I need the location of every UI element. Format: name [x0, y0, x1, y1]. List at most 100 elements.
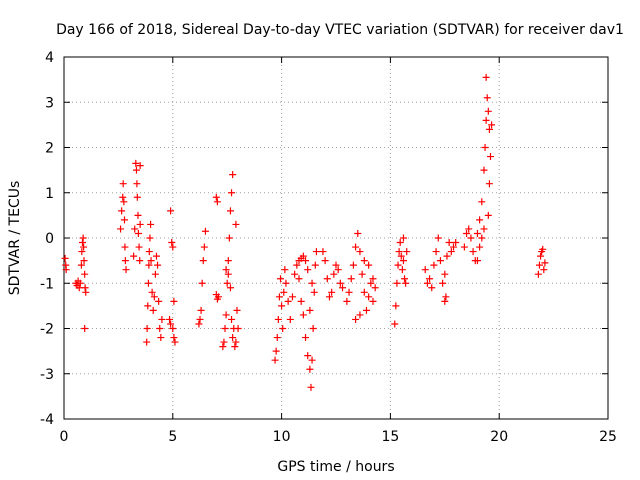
x-tick-label: 25 — [599, 429, 617, 445]
data-point — [119, 193, 127, 201]
data-point — [473, 257, 481, 265]
x-tick-label: 0 — [60, 429, 69, 445]
data-point — [145, 248, 153, 256]
data-point — [62, 266, 70, 274]
data-point — [306, 306, 314, 314]
data-point — [347, 275, 355, 283]
data-point — [168, 239, 176, 247]
y-tick-label: -2 — [40, 322, 54, 338]
data-point — [152, 252, 160, 260]
data-point — [130, 252, 138, 260]
data-point — [426, 275, 434, 283]
data-point — [397, 252, 405, 260]
x-tick-label: 15 — [381, 429, 399, 445]
x-tick-label: 5 — [168, 429, 177, 445]
chart-title: Day 166 of 2018, Sidereal Day-to-day VTE… — [56, 22, 624, 38]
data-point — [439, 279, 447, 287]
data-point — [120, 216, 128, 224]
x-tick-label: 10 — [273, 429, 291, 445]
data-point — [321, 257, 329, 265]
data-point — [233, 306, 241, 314]
y-axis-title: SDTVAR / TECUs — [7, 181, 23, 296]
data-point — [166, 315, 174, 323]
data-point — [403, 248, 411, 256]
data-point — [428, 284, 436, 292]
data-point — [133, 193, 141, 201]
data-point — [154, 261, 162, 269]
data-point — [334, 266, 342, 274]
data-point — [136, 162, 144, 170]
data-points — [61, 73, 549, 391]
data-point — [432, 248, 440, 256]
data-point — [197, 306, 205, 314]
data-point — [452, 239, 460, 247]
data-point — [488, 121, 496, 129]
data-point — [476, 243, 484, 251]
data-point — [278, 302, 286, 310]
data-point — [360, 288, 368, 296]
data-point — [224, 270, 232, 278]
data-point — [396, 239, 404, 247]
data-point — [282, 279, 290, 287]
data-point — [121, 243, 129, 251]
y-tick-label: -1 — [40, 276, 54, 292]
data-point — [201, 227, 209, 235]
data-point — [436, 257, 444, 265]
data-point — [307, 383, 315, 391]
data-point — [434, 234, 442, 242]
data-point — [395, 248, 403, 256]
data-point — [288, 293, 296, 301]
data-point — [284, 297, 292, 305]
data-point — [480, 166, 488, 174]
data-point — [272, 347, 280, 355]
data-point — [134, 211, 142, 219]
data-point — [441, 297, 449, 305]
data-point — [332, 261, 340, 269]
data-point — [447, 248, 455, 256]
data-point — [199, 257, 207, 265]
x-axis-title: GPS time / hours — [277, 459, 394, 475]
data-point — [77, 261, 85, 269]
data-point — [274, 315, 282, 323]
data-point — [539, 245, 547, 253]
data-point — [356, 311, 364, 319]
data-point — [273, 334, 281, 342]
data-point — [535, 261, 543, 269]
data-point — [81, 270, 89, 278]
data-point — [200, 243, 208, 251]
x-tick-label: 20 — [490, 429, 508, 445]
data-point — [481, 144, 489, 151]
data-point — [147, 257, 155, 265]
data-point — [229, 171, 237, 179]
data-point — [78, 248, 86, 256]
data-point — [75, 284, 83, 292]
data-point — [280, 288, 288, 296]
data-point — [308, 356, 316, 364]
data-point — [445, 239, 453, 247]
data-point — [225, 234, 233, 242]
data-point — [463, 229, 471, 237]
data-point — [79, 234, 87, 242]
data-point — [467, 234, 475, 242]
data-point — [293, 261, 301, 269]
data-point — [484, 211, 492, 219]
data-point — [234, 325, 242, 332]
data-point — [394, 261, 402, 269]
data-point — [135, 243, 143, 251]
data-point — [275, 293, 283, 301]
data-point — [169, 325, 177, 332]
data-point — [421, 266, 429, 274]
data-point — [308, 279, 316, 287]
data-point — [484, 107, 492, 115]
data-point — [212, 193, 220, 201]
data-point — [534, 270, 542, 278]
y-tick-label: 3 — [45, 95, 54, 111]
data-point — [476, 216, 484, 224]
data-point — [486, 153, 494, 161]
data-point — [367, 279, 375, 287]
data-point — [343, 297, 351, 305]
data-point — [541, 259, 549, 267]
data-point — [309, 325, 317, 332]
data-point — [222, 266, 230, 274]
data-point — [354, 229, 362, 237]
